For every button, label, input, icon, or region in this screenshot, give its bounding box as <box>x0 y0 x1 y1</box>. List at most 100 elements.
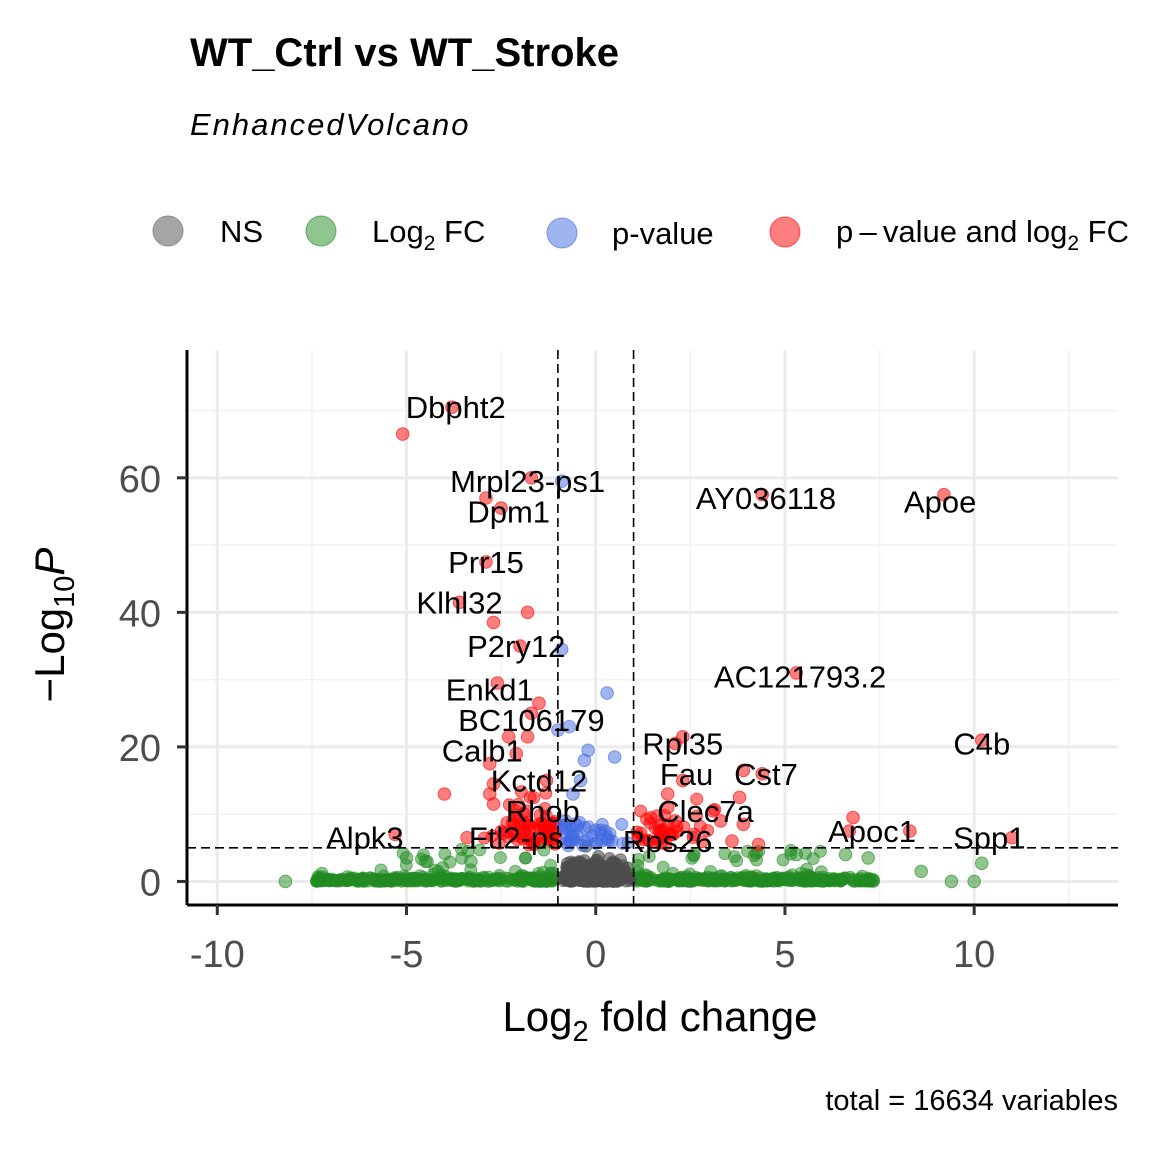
point-p-value <box>577 820 592 835</box>
point-pvalue-log2fc <box>644 810 658 824</box>
point-log2fc <box>739 868 753 882</box>
x-axis-title: Log2 fold change <box>502 993 817 1048</box>
point-ns <box>573 860 587 874</box>
y-axis-title-var: P <box>26 548 73 576</box>
point-pvalue-log2fc <box>634 804 648 818</box>
point-p-value-and-log2-fc <box>460 830 474 845</box>
gene-label-dpm1: Dpm1 <box>467 494 550 529</box>
point-log2fc <box>776 853 790 867</box>
point-pvalue-log2fc <box>690 792 704 806</box>
x-axis-title-sub: 2 <box>573 1016 589 1048</box>
point-log2fc <box>631 865 645 879</box>
point-pvalue <box>576 839 590 853</box>
point-p-value-and-log2-fc <box>937 487 951 502</box>
y-axis-title-sub: 10 <box>49 576 81 608</box>
point-p-value-and-log2-fc <box>675 773 690 788</box>
point-log2fc <box>766 871 780 885</box>
point-log2fc <box>537 843 551 857</box>
point-log2fc <box>834 873 848 887</box>
point-pvalue-log2fc <box>531 821 545 835</box>
point-pvalue <box>615 817 629 831</box>
gene-label-rhob: Rhob <box>506 794 580 829</box>
gene-label-spp1: Spp1 <box>953 821 1025 856</box>
caption: total = 16634 variables <box>825 1085 1118 1117</box>
legend-label-pvalue-and-log2fc-sub: 2 <box>1067 232 1079 255</box>
point-p-value-and-log2-fc <box>1005 830 1019 845</box>
point-log2fc <box>406 872 420 886</box>
point-p-value-and-log2-fc <box>490 676 505 690</box>
point-log2-fc <box>464 854 478 869</box>
point-p-value-and-log2-fc <box>846 810 860 825</box>
point-log2fc <box>847 874 861 888</box>
point-ns <box>589 863 603 877</box>
gene-label-cst7: Cst7 <box>734 757 798 792</box>
legend-key-pvalue-and-log2fc <box>769 216 801 248</box>
point-p-value-and-log2-fc <box>479 491 493 505</box>
point-log2fc <box>508 864 522 878</box>
point-log2-fc <box>944 874 959 889</box>
point-p-value <box>558 814 573 828</box>
y-tick-label: 60 <box>119 459 161 501</box>
point-pvalue-log2fc <box>527 791 541 805</box>
grid-lines <box>187 350 1118 905</box>
point-p-value-and-log2-fc <box>668 736 683 751</box>
point-p-value-and-log2-fc <box>736 763 751 778</box>
point-log2fc <box>814 865 828 879</box>
point-pvalue-log2fc <box>637 833 651 847</box>
point-log2fc <box>800 868 814 882</box>
point-ns <box>619 870 633 884</box>
point-ns <box>597 872 611 886</box>
point-log2fc <box>374 863 388 877</box>
point-pvalue <box>566 831 580 845</box>
gene-label-bc106179: BC106179 <box>458 703 605 738</box>
point-pvalue-log2fc <box>512 820 526 834</box>
point-p-value-and-log2-fc <box>755 767 770 781</box>
gene-label-alpk3: Alpk3 <box>326 821 404 856</box>
gene-label-rpl35: Rpl35 <box>642 727 723 762</box>
point-p-value-and-log2-fc <box>395 427 410 441</box>
point-p-value-and-log2-fc <box>532 696 546 710</box>
point-pvalue-log2fc <box>701 823 715 837</box>
point-p-value-and-log2-fc <box>974 733 989 747</box>
legend-key-pvalue <box>546 217 578 249</box>
point-log2fc <box>680 869 694 883</box>
gene-label-klhl32: Klhl32 <box>416 585 502 620</box>
point-p-value-and-log2-fc <box>660 800 675 815</box>
legend-label-pvalue-and-log2fc-main: p – value and log <box>836 214 1067 249</box>
point-p-value-and-log2-fc <box>539 773 554 788</box>
point-log2fc <box>311 873 325 887</box>
point-log2fc <box>493 851 507 865</box>
gene-label-apoc1: Apoc1 <box>828 814 916 849</box>
point-log2fc <box>861 873 875 887</box>
point-pvalue-log2fc <box>666 828 680 842</box>
point-p-value-and-log2-fc <box>660 787 675 801</box>
legend-label-log2fc-rest: FC <box>435 214 485 249</box>
point-log2-fc <box>278 874 293 889</box>
chart-title: WT_Ctrl vs WT_Stroke <box>190 31 619 75</box>
point-log2fc <box>341 872 355 886</box>
gene-label-enkd1: Enkd1 <box>446 673 534 708</box>
point-p-value-and-log2-fc <box>789 666 804 680</box>
legend-label-pvalue-and-log2fc: p – value and log2 FC <box>836 214 1129 255</box>
point-log2fc <box>753 874 767 888</box>
cutoff-lines <box>187 350 1118 905</box>
gene-label-clec7a: Clec7a <box>657 794 754 829</box>
point-log2fc <box>468 874 482 888</box>
point-p-value-and-log2-fc <box>732 790 747 805</box>
point-p-value-and-log2-fc <box>520 730 535 744</box>
point-p-value-and-log2-fc <box>713 814 728 828</box>
point-log2fc <box>443 855 457 869</box>
point-p-value-and-log2-fc <box>482 756 497 771</box>
y-tick-label: 0 <box>140 862 161 904</box>
point-p-value <box>607 750 622 764</box>
gene-label-p2ry12: P2ry12 <box>467 629 565 664</box>
point-log2-fc <box>399 851 414 865</box>
gene-label-ftl2-ps: Ftl2-ps <box>469 821 564 856</box>
point-log2-fc <box>974 856 989 871</box>
point-p-value-and-log2-fc <box>479 555 493 569</box>
legend-key-ns <box>152 215 184 247</box>
point-pvalue-log2fc <box>485 829 499 843</box>
point-log2-fc <box>789 847 804 862</box>
y-axis-title: −Log10P <box>26 548 81 703</box>
